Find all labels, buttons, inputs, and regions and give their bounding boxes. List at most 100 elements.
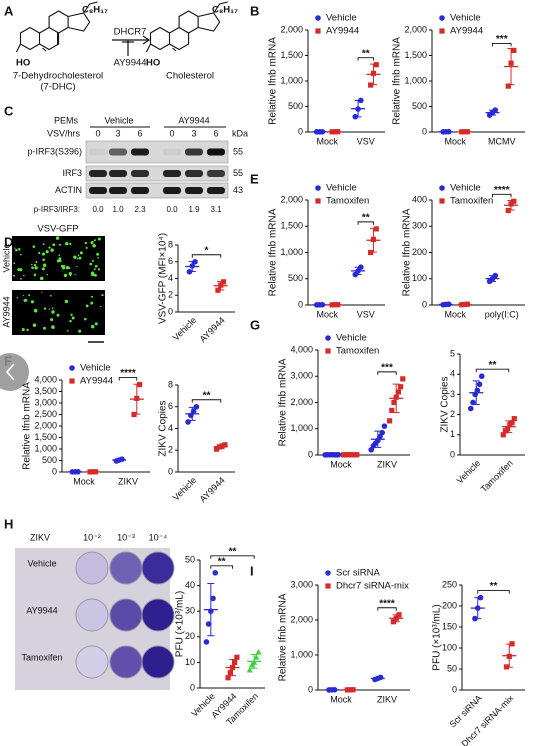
data-point — [467, 405, 474, 412]
legend-label: Vehicle — [80, 363, 111, 374]
blot-row-label: ACTIN — [55, 185, 82, 195]
sd-bar — [507, 200, 515, 211]
arrow-head — [142, 35, 151, 45]
panel-letter: A — [4, 3, 14, 18]
legend-label: Scr siRNA — [336, 568, 380, 579]
gfp-spot — [96, 252, 100, 256]
gfp-spot — [32, 323, 37, 327]
gfp-spot — [43, 307, 47, 310]
blot-strip — [85, 165, 229, 182]
blot-band — [89, 187, 107, 194]
blot-band — [109, 148, 127, 156]
gfp-spot — [52, 243, 56, 247]
kda-marker: 55 — [233, 168, 243, 178]
y-axis-label: PFU (×10³/mL) — [175, 591, 186, 657]
gfp-spot — [50, 318, 54, 322]
sd-bar — [369, 63, 377, 86]
gfp-spot — [35, 261, 38, 264]
gfp-spot — [97, 268, 101, 271]
time-label: 6 — [213, 128, 218, 138]
y-tick-label: 2,500 — [34, 409, 57, 419]
gfp-spot — [93, 239, 96, 242]
legend-label: Vehicle — [336, 333, 367, 344]
gfp-spot — [73, 255, 77, 259]
blot-band — [131, 187, 149, 194]
blot-band — [207, 170, 225, 177]
sd-bar — [133, 383, 141, 415]
legend-label: Vehicle — [450, 183, 481, 194]
panel-letter: H — [4, 516, 13, 531]
data-point — [439, 28, 445, 34]
legend-label: AY9944 — [450, 26, 483, 37]
gfp-spot — [63, 264, 66, 267]
time-label: 3 — [191, 128, 196, 138]
significance-bracket — [492, 42, 512, 47]
y-tick-label: 1,500 — [404, 50, 427, 60]
data-point — [509, 420, 515, 426]
y-tick-label: 150 — [442, 621, 457, 631]
significance-bracket — [210, 555, 255, 559]
gfp-spot — [20, 253, 22, 256]
gfp-spot — [49, 294, 52, 297]
x-tick-label: MCMV — [488, 136, 516, 146]
blot-strip — [85, 140, 229, 164]
y-tick-label: 0 — [168, 466, 173, 476]
data-point — [511, 47, 517, 53]
sd-bar — [354, 266, 362, 276]
significance-bracket — [357, 57, 374, 61]
blot-band — [163, 187, 181, 194]
y-tick-label: 200 — [412, 247, 427, 257]
ratio-label: p-IRF3/IRF3: — [34, 205, 80, 214]
gfp-spot — [39, 276, 44, 281]
data-point — [395, 389, 401, 395]
y-tick-label: 100 — [412, 273, 427, 283]
y-axis-label: ZIKV Copies — [440, 376, 451, 432]
significance-bracket — [475, 368, 510, 373]
hydroxyl: HO — [16, 58, 30, 69]
significance-bracket — [357, 221, 374, 225]
y-tick-label: 0 — [168, 306, 173, 316]
y-tick-label: 1 — [450, 429, 455, 439]
gfp-spot — [28, 294, 31, 297]
significance-label: ** — [489, 360, 497, 371]
x-tick-label: Mock — [316, 136, 338, 146]
gfp-spot — [13, 274, 15, 277]
plate-row-label: AY9944 — [26, 605, 57, 615]
gfp-spot — [97, 256, 99, 259]
time-label: VSV/hrs — [47, 128, 81, 138]
data-point — [315, 185, 321, 191]
x-tick-label: poly(I:C) — [485, 309, 519, 319]
well — [109, 645, 143, 679]
y-tick-label: 4,000 — [34, 374, 57, 384]
nav-button[interactable] — [0, 353, 29, 391]
blot-band — [185, 187, 203, 194]
data-point — [505, 207, 511, 214]
steroid-skeleton — [145, 1, 228, 53]
sd-bar — [461, 303, 469, 306]
panel-letter: D — [4, 234, 13, 249]
well — [141, 551, 175, 585]
blot-band — [89, 148, 107, 156]
legend-label: Tamoxifen — [450, 196, 493, 207]
x-tick-label: Mock — [330, 459, 352, 469]
panel-letter: I — [250, 563, 254, 578]
significance-label: **** — [120, 368, 136, 379]
well — [75, 645, 109, 679]
legend-label: AY9944 — [326, 26, 359, 37]
y-tick-label: 1,000 — [280, 247, 303, 257]
data-point — [213, 446, 220, 452]
y-axis-label: Relative Ifnb mRNA — [392, 37, 403, 125]
y-tick-label: 6 — [168, 401, 173, 411]
panel-letter: E — [250, 171, 259, 186]
data-point — [381, 423, 388, 429]
gfp-spot — [90, 301, 94, 305]
time-label: 3 — [115, 128, 120, 138]
y-tick-label: 1,000 — [34, 443, 57, 453]
kda-marker: 55 — [233, 146, 243, 156]
panel-letter: C — [4, 103, 14, 118]
gfp-spot — [55, 236, 60, 240]
gfp-spot — [74, 273, 76, 276]
sd-bar — [354, 100, 362, 118]
data-point — [470, 399, 476, 406]
y-tick-label: 2,000 — [280, 24, 303, 34]
